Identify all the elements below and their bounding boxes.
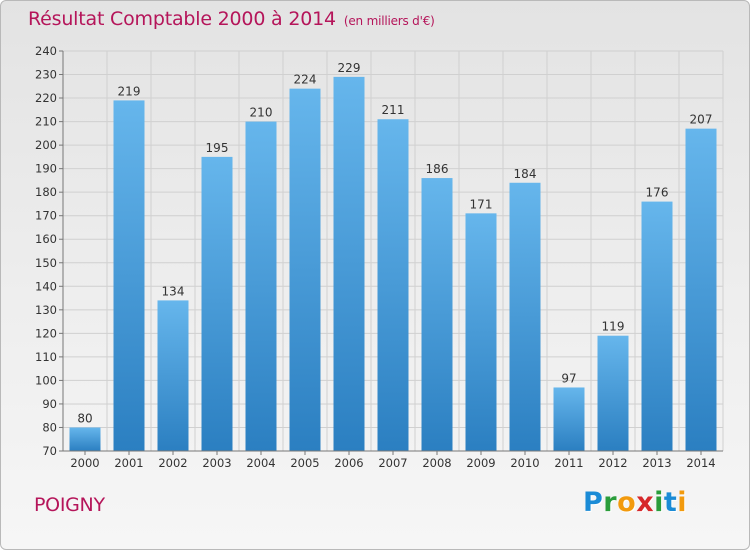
bar-value-label: 207	[690, 113, 713, 127]
bar-value-label: 119	[602, 320, 625, 334]
y-tick-label: 220	[35, 91, 57, 105]
bar-value-label: 210	[250, 106, 273, 120]
x-tick-label: 2011	[554, 456, 583, 470]
y-tick-label: 70	[42, 444, 57, 458]
bar-2009	[465, 213, 497, 451]
x-tick-label: 2000	[70, 456, 99, 470]
x-tick-label: 2001	[114, 456, 143, 470]
bar-value-label: 97	[561, 371, 576, 385]
y-tick-label: 210	[35, 115, 57, 129]
x-tick-label: 2008	[422, 456, 451, 470]
bar-2000	[69, 427, 101, 451]
bar-2011	[553, 387, 585, 451]
bar-value-label: 211	[382, 103, 405, 117]
bar-2010	[509, 182, 541, 451]
y-tick-label: 150	[35, 256, 57, 270]
bar-value-label: 134	[162, 284, 185, 298]
x-tick-label: 2010	[510, 456, 539, 470]
x-tick-label: 2013	[642, 456, 671, 470]
x-tick-label: 2006	[334, 456, 363, 470]
bar-2013	[641, 201, 673, 451]
y-tick-label: 200	[35, 138, 57, 152]
x-tick-label: 2004	[246, 456, 275, 470]
bar-value-label: 219	[118, 84, 141, 98]
bar-2012	[597, 335, 629, 451]
logo-letter: P	[583, 487, 604, 518]
y-tick-label: 160	[35, 232, 57, 246]
axis-layer: 7080901001101201301401501601701801902002…	[35, 44, 723, 470]
proxiti-logo: Proxiti	[583, 487, 687, 518]
y-tick-label: 130	[35, 303, 57, 317]
bar-2003	[201, 156, 233, 451]
bar-2014	[685, 128, 717, 451]
bar-value-label: 186	[426, 162, 449, 176]
bar-2008	[421, 178, 453, 451]
bar-2006	[333, 76, 365, 451]
chart-title-text: Résultat Comptable 2000 à 2014	[28, 8, 336, 30]
logo-letter: x	[636, 487, 655, 518]
bar-value-label: 195	[206, 141, 229, 155]
bar-2005	[289, 88, 321, 451]
y-tick-label: 180	[35, 185, 57, 199]
logo-letter: o	[617, 487, 637, 518]
y-tick-label: 80	[42, 420, 57, 434]
logo-letter: r	[603, 487, 618, 518]
y-tick-label: 110	[35, 350, 57, 364]
x-tick-label: 2014	[686, 456, 715, 470]
chart-title: Résultat Comptable 2000 à 2014 (en millie…	[28, 8, 435, 30]
logo-letter: i	[677, 487, 688, 518]
chart-unit: (en milliers d'€)	[343, 14, 435, 28]
bar-value-label: 176	[646, 186, 669, 200]
y-tick-label: 120	[35, 326, 57, 340]
bar-2001	[113, 100, 145, 451]
commune-name: POIGNY	[34, 494, 105, 516]
bar-value-label: 80	[77, 411, 92, 425]
bar-value-label: 224	[294, 73, 317, 87]
y-tick-label: 170	[35, 209, 57, 223]
y-tick-label: 240	[35, 44, 57, 58]
bar-value-label: 229	[338, 61, 361, 75]
y-tick-label: 100	[35, 373, 57, 387]
bar-2004	[245, 121, 277, 452]
x-tick-label: 2012	[598, 456, 627, 470]
x-tick-label: 2009	[466, 456, 495, 470]
y-tick-label: 140	[35, 279, 57, 293]
bar-2002	[157, 300, 189, 451]
bar-value-label: 171	[470, 197, 493, 211]
x-tick-label: 2007	[378, 456, 407, 470]
y-tick-label: 90	[42, 397, 57, 411]
y-tick-label: 230	[35, 68, 57, 82]
logo-letter: t	[663, 487, 678, 518]
x-tick-label: 2005	[290, 456, 319, 470]
logo-letter: i	[654, 487, 664, 518]
x-tick-label: 2002	[158, 456, 187, 470]
bar-layer: 80 219 134 195 210 224 229 211 186 171 184 97 119 176…	[69, 61, 717, 452]
y-tick-label: 190	[35, 162, 57, 176]
x-tick-label: 2003	[202, 456, 231, 470]
bar-2007	[377, 119, 409, 451]
bar-value-label: 184	[514, 167, 537, 181]
